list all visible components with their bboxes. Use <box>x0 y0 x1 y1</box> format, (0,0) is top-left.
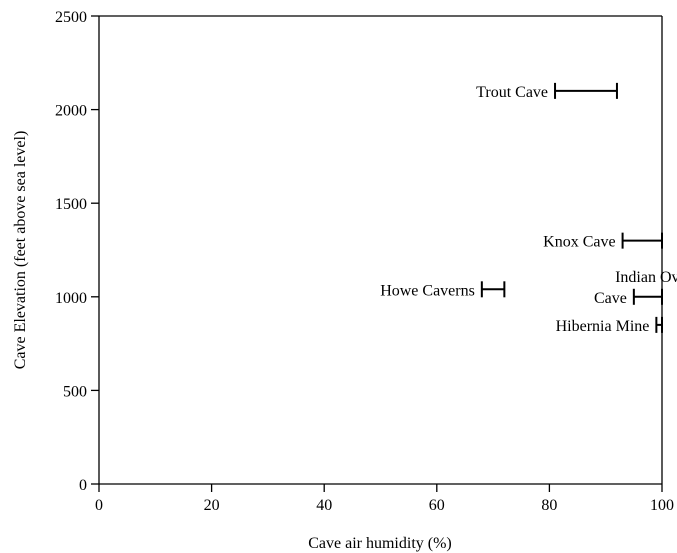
y-tick-label: 500 <box>63 383 87 400</box>
x-tick-label: 20 <box>204 497 220 514</box>
y-tick-label: 2500 <box>55 9 87 26</box>
x-tick-label: 0 <box>95 497 103 514</box>
range-label: Knox Cave <box>543 234 615 251</box>
range-label: Hibernia Mine <box>556 318 650 335</box>
y-tick-label: 0 <box>79 477 87 494</box>
y-tick-label: 1000 <box>55 290 87 307</box>
y-tick-label: 2000 <box>55 103 87 120</box>
range-label: Howe Caverns <box>380 282 475 299</box>
y-ticks: 0 500 1000 1500 2000 2500 <box>55 9 99 494</box>
y-axis-title: Cave Elevation (feet above sea level) <box>12 131 29 370</box>
x-tick-label: 100 <box>650 497 674 514</box>
y-tick-label: 1500 <box>55 196 87 213</box>
x-axis-title: Cave air humidity (%) <box>308 535 452 552</box>
x-ticks: 0 20 40 60 80 100 <box>95 484 674 514</box>
range-label: Indian Oven <box>615 269 677 286</box>
x-tick-label: 60 <box>429 497 445 514</box>
axes <box>98 15 663 485</box>
range-marks: Trout Cave Knox Cave Howe Caverns Indian Ov… <box>380 82 677 335</box>
range-label: Trout Cave <box>476 84 548 101</box>
x-tick-label: 40 <box>316 497 332 514</box>
x-tick-label: 80 <box>541 497 557 514</box>
range-label: Cave <box>594 290 627 307</box>
